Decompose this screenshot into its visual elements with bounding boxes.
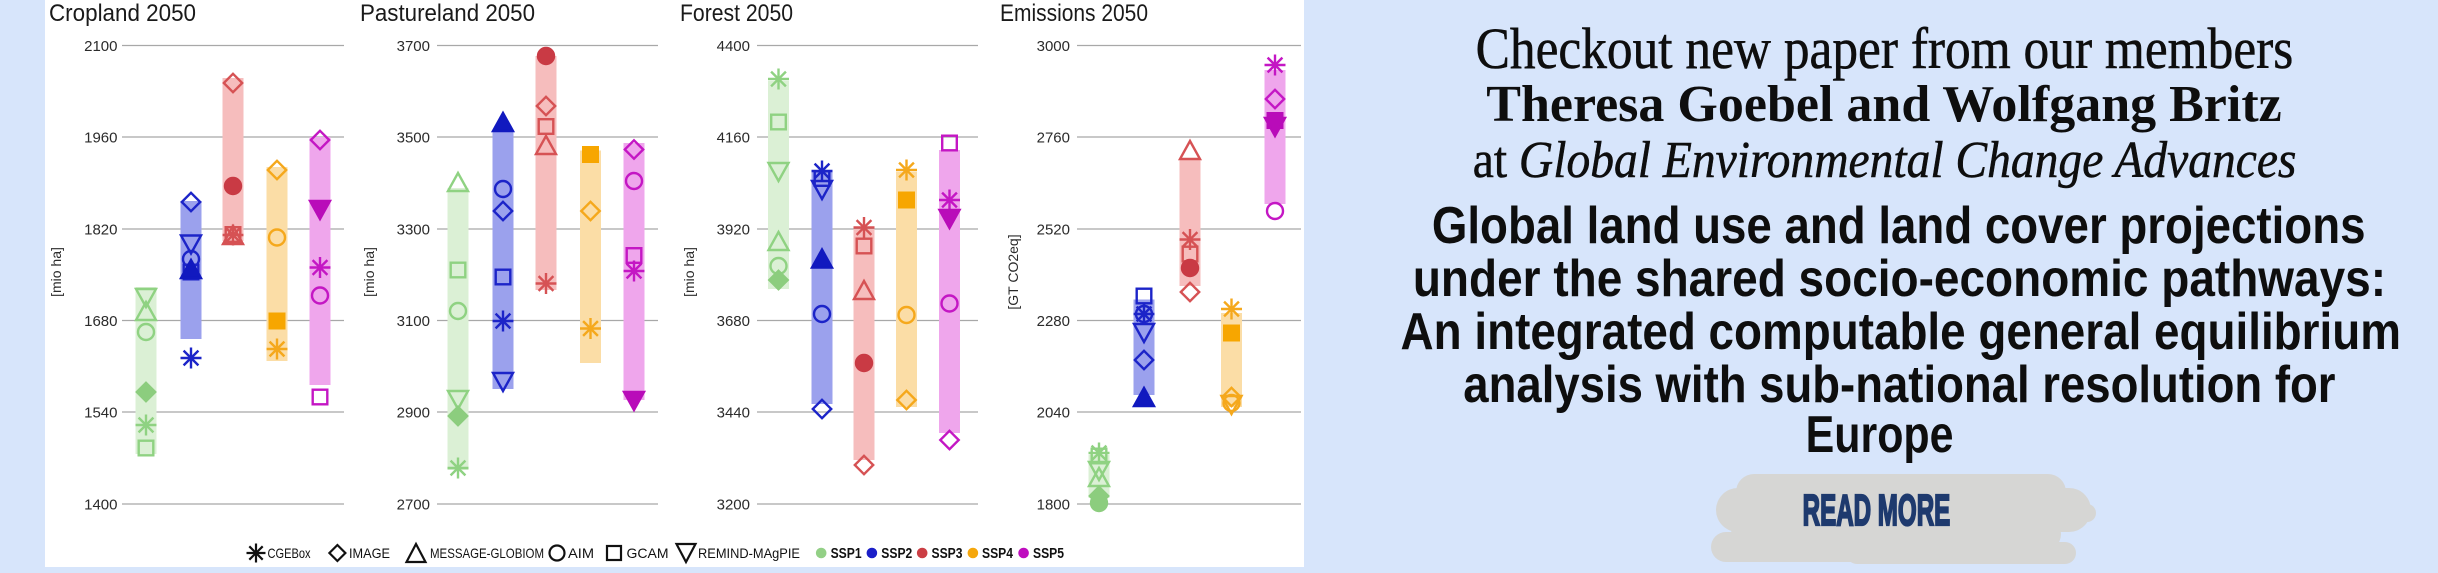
svg-text:1800: 1800 [1037, 497, 1070, 514]
svg-text:SSP2: SSP2 [881, 546, 912, 562]
svg-text:2040: 2040 [1037, 405, 1070, 422]
svg-text:3500: 3500 [397, 130, 430, 147]
svg-text:IMAGE: IMAGE [349, 545, 390, 561]
svg-text:SSP4: SSP4 [982, 546, 1013, 562]
svg-text:[mio ha]: [mio ha] [681, 247, 697, 297]
svg-text:3920: 3920 [717, 222, 750, 239]
svg-text:[GT CO2eq]: [GT CO2eq] [1005, 234, 1021, 309]
svg-text:4160: 4160 [717, 130, 750, 147]
svg-text:4400: 4400 [717, 38, 750, 55]
svg-text:3300: 3300 [397, 222, 430, 239]
svg-text:3000: 3000 [1037, 38, 1070, 55]
svg-text:3440: 3440 [717, 405, 750, 422]
svg-text:2280: 2280 [1037, 313, 1070, 330]
svg-text:CGEBox: CGEBox [268, 545, 311, 561]
svg-text:SSP3: SSP3 [932, 546, 963, 562]
svg-text:Emissions 2050: Emissions 2050 [1000, 0, 1148, 27]
svg-text:[mio ha]: [mio ha] [48, 247, 64, 297]
svg-text:3100: 3100 [397, 313, 430, 330]
svg-text:3680: 3680 [717, 313, 750, 330]
svg-text:SSP5: SSP5 [1033, 546, 1064, 562]
svg-text:AIM: AIM [568, 545, 594, 561]
svg-text:2100: 2100 [84, 38, 117, 55]
svg-text:[mio ha]: [mio ha] [361, 247, 377, 297]
svg-text:MESSAGE-GLOBIOM: MESSAGE-GLOBIOM [430, 545, 544, 561]
svg-text:3200: 3200 [717, 497, 750, 514]
svg-text:SSP1: SSP1 [831, 546, 862, 562]
svg-text:Pastureland 2050: Pastureland 2050 [360, 0, 535, 27]
svg-text:REMIND-MAgPIE: REMIND-MAgPIE [698, 545, 800, 561]
svg-text:1960: 1960 [84, 130, 117, 147]
svg-text:1540: 1540 [84, 405, 117, 422]
svg-text:3700: 3700 [397, 38, 430, 55]
svg-text:2900: 2900 [397, 405, 430, 422]
svg-text:GCAM: GCAM [627, 545, 669, 561]
svg-text:Cropland 2050: Cropland 2050 [49, 0, 196, 27]
svg-text:1400: 1400 [84, 497, 117, 514]
svg-text:2760: 2760 [1037, 130, 1070, 147]
svg-text:1820: 1820 [84, 222, 117, 239]
svg-text:2520: 2520 [1037, 222, 1070, 239]
svg-text:2700: 2700 [397, 497, 430, 514]
svg-text:1680: 1680 [84, 313, 117, 330]
svg-text:Forest 2050: Forest 2050 [680, 0, 793, 27]
